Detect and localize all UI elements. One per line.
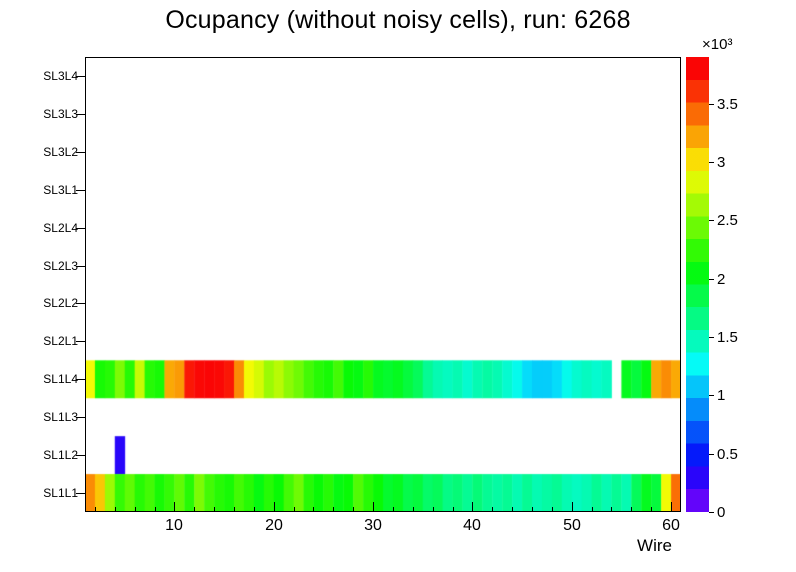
y-axis-tick	[76, 152, 85, 153]
y-axis-tick	[76, 493, 85, 494]
x-axis-minor-tick	[393, 507, 394, 511]
x-axis-minor-tick	[254, 507, 255, 511]
x-axis-major-tick	[373, 502, 374, 511]
x-axis-major-tick	[671, 502, 672, 511]
y-axis-tick	[76, 455, 85, 456]
colorbar-tick	[709, 337, 714, 338]
colorbar-tick-label: 3.5	[717, 96, 738, 113]
x-axis-minor-tick	[214, 507, 215, 511]
x-axis-minor-tick	[651, 507, 652, 511]
y-axis-label: SL3L2	[43, 145, 78, 159]
y-axis-label: SL1L1	[43, 486, 78, 500]
colorbar-tick	[709, 279, 714, 280]
colorbar-tick	[709, 512, 714, 513]
y-axis-tick	[76, 228, 85, 229]
y-axis-label: SL2L1	[43, 334, 78, 348]
x-axis-minor-tick	[433, 507, 434, 511]
x-axis-minor-tick	[155, 507, 156, 511]
colorbar-tick-label: 0.5	[717, 446, 738, 463]
x-axis-tick-label: 20	[265, 517, 283, 534]
x-axis-tick-label: 50	[563, 517, 581, 534]
colorbar-tick	[709, 220, 714, 221]
y-axis-tick	[76, 190, 85, 191]
x-axis-minor-tick	[592, 507, 593, 511]
x-axis-minor-tick	[413, 507, 414, 511]
x-axis-tick-label: 10	[165, 517, 183, 534]
colorbar-tick	[709, 454, 714, 455]
x-axis-minor-tick	[294, 507, 295, 511]
x-axis-major-tick	[572, 502, 573, 511]
x-axis-minor-tick	[95, 507, 96, 511]
x-axis-minor-tick	[512, 507, 513, 511]
x-axis-tick-label: 60	[662, 517, 680, 534]
x-axis-minor-tick	[313, 507, 314, 511]
y-axis-tick	[76, 114, 85, 115]
y-axis-label: SL2L4	[43, 221, 78, 235]
y-axis-label: SL2L2	[43, 296, 78, 310]
x-axis-minor-tick	[115, 507, 116, 511]
y-axis-label: SL3L1	[43, 183, 78, 197]
colorbar-tick-label: 1.5	[717, 329, 738, 346]
colorbar-tick-label: 0	[717, 504, 726, 521]
y-axis-label: SL1L2	[43, 448, 78, 462]
y-axis-tick	[76, 266, 85, 267]
colorbar-tick	[709, 162, 714, 163]
colorbar-tick-label: 2.5	[717, 212, 738, 229]
x-axis-minor-tick	[194, 507, 195, 511]
x-axis-minor-tick	[234, 507, 235, 511]
y-axis-tick	[76, 303, 85, 304]
y-axis-label: SL1L4	[43, 372, 78, 386]
x-axis-minor-tick	[453, 507, 454, 511]
y-axis-label: SL1L3	[43, 410, 78, 424]
x-axis-minor-tick	[135, 507, 136, 511]
x-axis-minor-tick	[492, 507, 493, 511]
colorbar-tick-label: 3	[717, 154, 726, 171]
x-axis-major-tick	[472, 502, 473, 511]
y-axis-label: SL2L3	[43, 259, 78, 273]
colorbar-tick-label: 1	[717, 387, 726, 404]
y-axis-label: SL3L3	[43, 107, 78, 121]
y-axis-tick	[76, 341, 85, 342]
plot-title: Ocupancy (without noisy cells), run: 626…	[165, 6, 631, 34]
y-axis-tick	[76, 379, 85, 380]
x-axis-minor-tick	[333, 507, 334, 511]
x-axis-major-tick	[174, 502, 175, 511]
colorbar-tick	[709, 104, 714, 105]
y-axis-tick	[76, 417, 85, 418]
x-axis-major-tick	[274, 502, 275, 511]
y-axis-label: SL3L4	[43, 69, 78, 83]
x-axis-minor-tick	[552, 507, 553, 511]
colorbar-tick-label: 2	[717, 271, 726, 288]
x-axis-minor-tick	[631, 507, 632, 511]
x-axis-minor-tick	[532, 507, 533, 511]
y-axis-tick	[76, 76, 85, 77]
x-axis-minor-tick	[611, 507, 612, 511]
x-axis-minor-tick	[353, 507, 354, 511]
x-axis-tick-label: 40	[463, 517, 481, 534]
plot-frame	[85, 57, 681, 512]
heatmap-canvas	[85, 57, 681, 512]
colorbar-exponent-label: ×10³	[702, 36, 733, 53]
x-axis-title: Wire	[637, 536, 672, 555]
colorbar-gradient	[686, 57, 709, 512]
x-axis-tick-label: 30	[364, 517, 382, 534]
colorbar-tick	[709, 395, 714, 396]
